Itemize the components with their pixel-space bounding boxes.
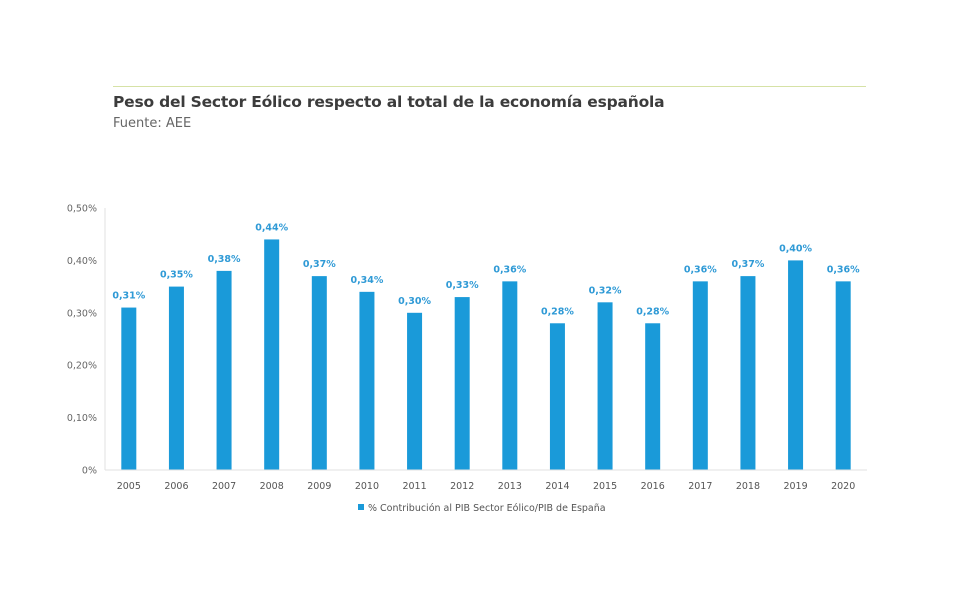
y-tick-label: 0%: [82, 466, 97, 477]
x-tick-label: 2018: [736, 481, 760, 492]
data-label-2016: 0,28%: [636, 306, 669, 317]
data-label-2012: 0,33%: [446, 280, 479, 291]
x-tick-label: 2005: [117, 481, 141, 492]
bars: [121, 239, 851, 470]
bar-2006: [168, 286, 184, 470]
y-tick-label: 0,50%: [67, 204, 97, 215]
x-tick-label: 2014: [545, 481, 569, 492]
bar-2017: [692, 281, 708, 470]
title-rule: [113, 86, 866, 87]
x-tick-label: 2010: [355, 481, 379, 492]
data-labels: 0,31% 0,35% 0,38% 0,44% 0,37% 0,34% 0,30% 0,33%…: [112, 222, 860, 317]
y-tick-label: 0,30%: [67, 308, 97, 319]
data-label-2018: 0,37%: [731, 259, 764, 270]
data-label-2010: 0,34%: [350, 275, 383, 286]
chart-source: Fuente: AEE: [113, 116, 192, 131]
x-tick-label: 2006: [164, 481, 188, 492]
data-label-2020: 0,36%: [827, 264, 860, 275]
legend-swatch: [358, 504, 364, 510]
data-label-2017: 0,36%: [684, 264, 717, 275]
bar-2018: [740, 276, 756, 470]
bar-2005: [121, 307, 137, 470]
bar-2011: [407, 312, 423, 470]
bar-2010: [359, 291, 375, 470]
bar-2007: [216, 270, 232, 470]
data-label-2013: 0,36%: [493, 264, 526, 275]
y-tick-label: 0,40%: [67, 256, 97, 267]
bar-2013: [502, 281, 518, 470]
y-tick-label: 0,10%: [67, 413, 97, 424]
bar-2015: [597, 302, 613, 470]
bar-2008: [264, 239, 280, 470]
x-tick-label: 2013: [498, 481, 522, 492]
y-tick-label: 0,20%: [67, 361, 97, 372]
x-tick-label: 2016: [641, 481, 665, 492]
x-tick-label: 2017: [688, 481, 712, 492]
x-tick-label: 2012: [450, 481, 474, 492]
legend: % Contribución al PIB Sector Eólico/PIB …: [358, 503, 606, 514]
data-label-2008: 0,44%: [255, 222, 288, 233]
bar-2020: [835, 281, 851, 470]
bar-2009: [311, 276, 327, 470]
x-tick-label: 2007: [212, 481, 236, 492]
x-axis: 2005 2006 2007 2008 2009 2010 2011 2012 2013 2014…: [105, 469, 867, 492]
bar-2014: [549, 323, 565, 470]
x-tick-label: 2008: [260, 481, 284, 492]
legend-label: % Contribución al PIB Sector Eólico/PIB …: [368, 503, 606, 514]
x-tick-label: 2015: [593, 481, 617, 492]
y-axis: 0% 0,10% 0,20% 0,30% 0,40% 0,50%: [67, 204, 106, 477]
bar-2019: [788, 260, 804, 470]
data-label-2009: 0,37%: [303, 259, 336, 270]
data-label-2011: 0,30%: [398, 296, 431, 307]
data-label-2007: 0,38%: [208, 254, 241, 265]
data-label-2014: 0,28%: [541, 306, 574, 317]
data-label-2015: 0,32%: [589, 285, 622, 296]
x-tick-label: 2019: [783, 481, 807, 492]
data-label-2019: 0,40%: [779, 243, 812, 254]
x-tick-label: 2011: [402, 481, 426, 492]
bar-2012: [454, 297, 470, 470]
bar-2016: [645, 323, 661, 470]
chart-title: Peso del Sector Eólico respecto al total…: [113, 93, 665, 111]
data-label-2006: 0,35%: [160, 270, 193, 281]
data-label-2005: 0,31%: [112, 291, 145, 302]
x-tick-label: 2009: [307, 481, 331, 492]
x-tick-label: 2020: [831, 481, 855, 492]
